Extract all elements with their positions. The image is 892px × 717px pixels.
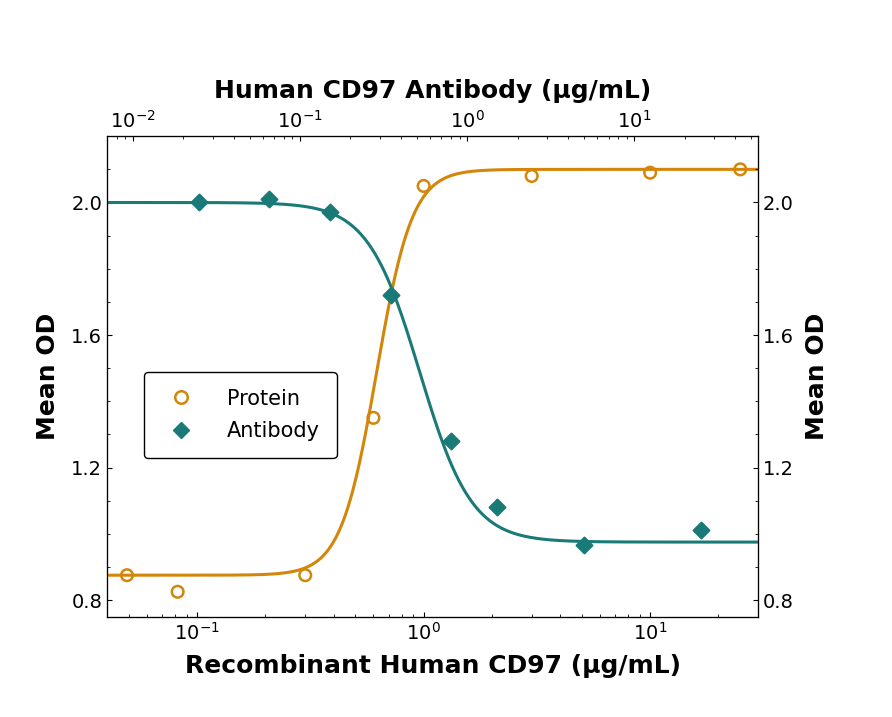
Legend: Protein, Antibody: Protein, Antibody: [144, 372, 336, 457]
Point: [384, 290, 398, 301]
Point: [694, 525, 708, 536]
Point: [170, 586, 185, 597]
Point: [193, 196, 207, 208]
Point: [643, 167, 657, 179]
Point: [417, 180, 431, 191]
Point: [261, 194, 276, 205]
Point: [120, 569, 134, 581]
Y-axis label: Mean OD: Mean OD: [805, 313, 830, 440]
X-axis label: Human CD97 Antibody (μg/mL): Human CD97 Antibody (μg/mL): [214, 80, 651, 103]
X-axis label: Recombinant Human CD97 (μg/mL): Recombinant Human CD97 (μg/mL): [185, 655, 681, 678]
Point: [577, 540, 591, 551]
Y-axis label: Mean OD: Mean OD: [36, 313, 60, 440]
Point: [444, 435, 458, 447]
Point: [367, 412, 381, 424]
Point: [733, 163, 747, 175]
Point: [322, 206, 336, 218]
Point: [298, 569, 312, 581]
Point: [524, 170, 539, 181]
Point: [490, 502, 504, 513]
